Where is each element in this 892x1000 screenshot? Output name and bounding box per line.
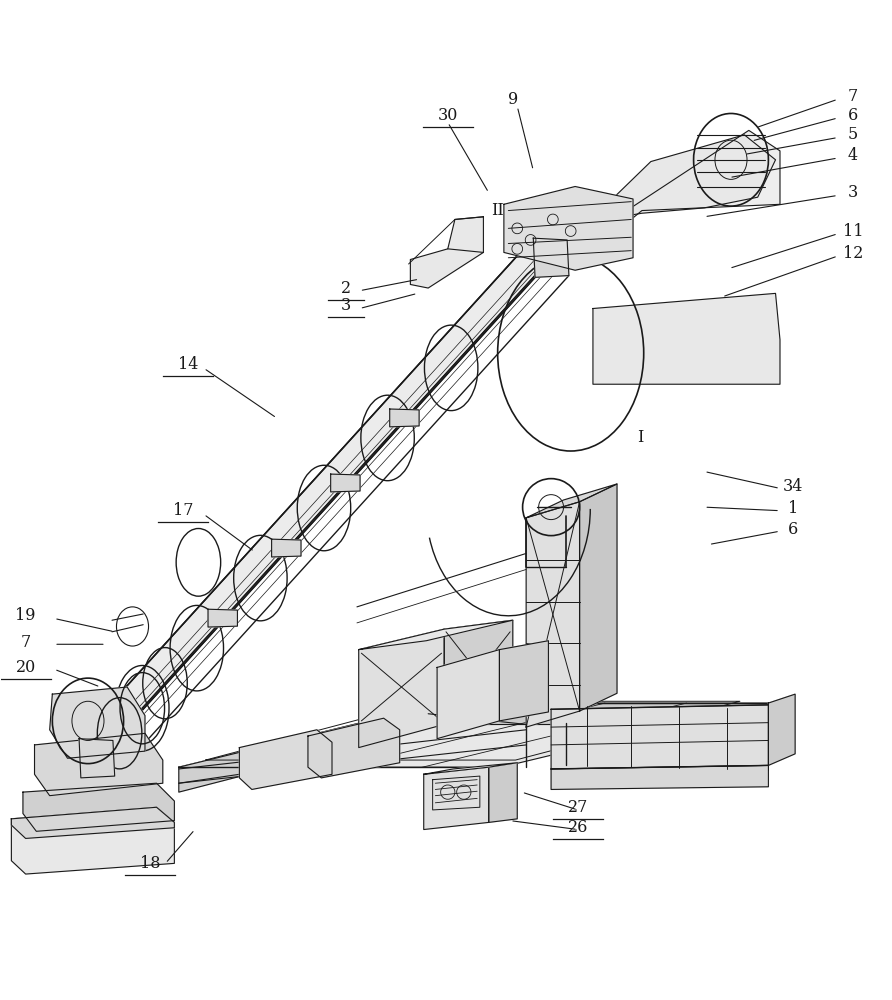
Polygon shape <box>504 187 633 270</box>
Text: 6: 6 <box>789 521 798 538</box>
Polygon shape <box>410 217 483 288</box>
Polygon shape <box>12 807 174 874</box>
Polygon shape <box>489 763 517 822</box>
Polygon shape <box>551 705 768 769</box>
Text: 5: 5 <box>848 126 858 143</box>
Polygon shape <box>12 807 174 838</box>
Text: 30: 30 <box>438 107 458 124</box>
Polygon shape <box>79 238 535 778</box>
Polygon shape <box>239 730 332 789</box>
Polygon shape <box>580 484 617 711</box>
Text: 2: 2 <box>341 280 351 297</box>
Text: 14: 14 <box>178 356 198 373</box>
Text: II: II <box>491 202 504 219</box>
Text: 17: 17 <box>173 502 194 519</box>
Polygon shape <box>359 620 513 650</box>
Polygon shape <box>272 539 301 557</box>
Polygon shape <box>533 238 569 277</box>
Text: 3: 3 <box>848 184 858 201</box>
Polygon shape <box>593 130 780 251</box>
Polygon shape <box>500 641 549 721</box>
Text: 7: 7 <box>848 88 858 105</box>
Polygon shape <box>768 694 795 765</box>
Polygon shape <box>208 609 237 627</box>
Polygon shape <box>551 765 768 789</box>
Polygon shape <box>589 135 775 222</box>
Polygon shape <box>23 783 174 831</box>
Text: 7: 7 <box>21 634 30 651</box>
Text: I: I <box>637 429 643 446</box>
Polygon shape <box>442 703 768 724</box>
Polygon shape <box>444 620 513 724</box>
Polygon shape <box>526 502 580 727</box>
Polygon shape <box>424 763 517 774</box>
Text: 12: 12 <box>843 245 863 262</box>
Polygon shape <box>331 474 360 492</box>
Text: 11: 11 <box>843 223 863 240</box>
Polygon shape <box>593 293 780 384</box>
Polygon shape <box>359 629 444 748</box>
Text: 1: 1 <box>789 500 798 517</box>
Polygon shape <box>390 409 419 427</box>
Text: 27: 27 <box>567 799 588 816</box>
Polygon shape <box>50 687 145 758</box>
Polygon shape <box>79 739 115 778</box>
Text: 18: 18 <box>140 855 161 872</box>
Text: 4: 4 <box>848 147 858 164</box>
Text: 6: 6 <box>848 107 858 124</box>
Polygon shape <box>424 767 489 830</box>
Polygon shape <box>35 733 162 796</box>
Polygon shape <box>178 703 442 792</box>
Polygon shape <box>79 238 567 740</box>
Polygon shape <box>437 650 500 739</box>
Text: 9: 9 <box>508 91 518 108</box>
Text: 26: 26 <box>567 819 588 836</box>
Text: 34: 34 <box>783 478 804 495</box>
Polygon shape <box>526 484 617 518</box>
Text: 3: 3 <box>341 297 351 314</box>
Text: 19: 19 <box>15 607 36 624</box>
Text: 20: 20 <box>15 659 36 676</box>
Polygon shape <box>178 703 768 767</box>
Polygon shape <box>308 718 400 778</box>
